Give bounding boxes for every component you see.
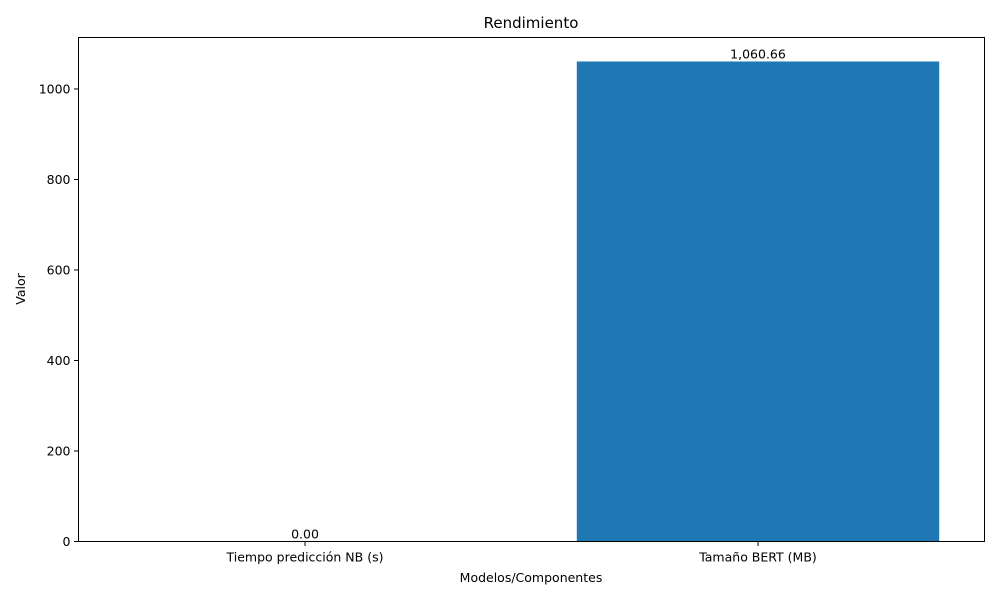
y-tick-label: 400 [47,353,71,368]
bar [576,61,940,542]
chart-title: Rendimiento [484,14,579,32]
x-axis-label: Modelos/Componentes [460,570,603,585]
y-tick-label: 600 [47,262,71,277]
y-axis-label: Valor [13,272,28,304]
data-labels-layer: 0.00 1,060.66 [291,46,786,541]
bar-value-label: 0.00 [291,527,319,542]
bars-layer [576,61,940,542]
y-tick-label: 200 [47,443,71,458]
ticks-layer: Tiempo predicción NB (s) Tamaño BERT (MB)… [39,81,817,564]
x-tick-label: Tiempo predicción NB (s) [226,550,384,565]
plot-frame [78,37,985,542]
y-tick-label: 1000 [39,81,71,96]
bar-value-label: 1,060.66 [730,46,786,61]
y-tick-label: 800 [47,172,71,187]
x-tick-label: Tamaño BERT (MB) [698,550,817,565]
y-tick-label: 0 [63,534,71,549]
